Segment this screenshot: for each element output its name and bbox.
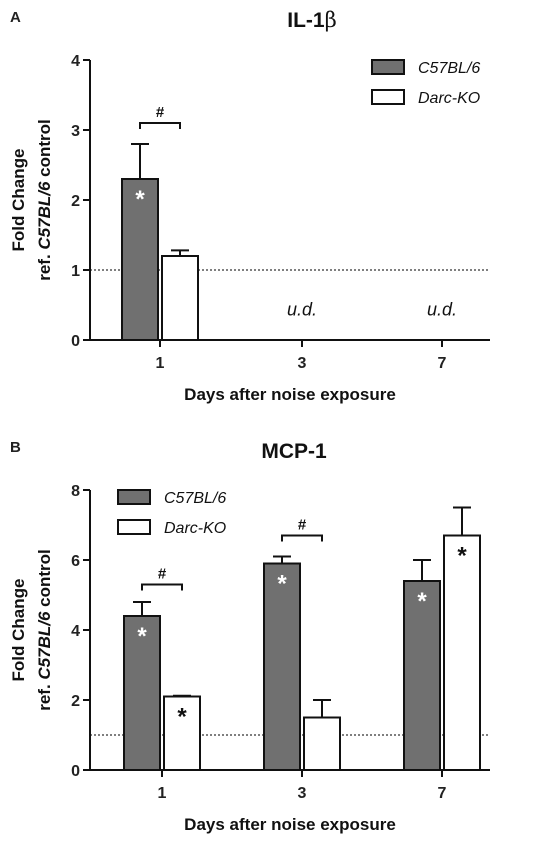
x-tick-label: 7: [438, 355, 447, 372]
bar-c57bl6: [123, 615, 161, 771]
legend-swatch: [371, 59, 405, 75]
significance-star: *: [277, 571, 287, 598]
x-tick-label: 3: [298, 355, 307, 372]
significance-bracket: [139, 122, 181, 129]
y-tick-label: 3: [71, 123, 80, 140]
legend-label: Darc-KO: [164, 520, 226, 537]
y-axis-label-suffix: control: [35, 549, 54, 611]
x-tick-label: 3: [298, 785, 307, 802]
significance-bracket: [141, 583, 183, 591]
y-tick-label: 0: [71, 333, 80, 350]
significance-star: *: [137, 623, 147, 650]
bar-darc-ko: [163, 695, 201, 771]
y-axis-label-strain: C57BL/6: [35, 181, 54, 250]
y-axis-label-prefix: ref.: [35, 250, 54, 281]
y-tick-label: 6: [71, 553, 80, 570]
chart-title-main: IL-1: [287, 9, 325, 32]
x-axis-label: Days after noise exposure: [184, 385, 396, 404]
y-tick-label: 0: [71, 763, 80, 780]
legend: C57BL/6 Darc-KO: [117, 489, 226, 537]
legend: C57BL/6 Darc-KO: [371, 59, 480, 107]
chart-panel-a: A IL-1β Fold Change ref. C57BL/6 control 0 1 2…: [9, 8, 490, 404]
significance-star: *: [457, 543, 467, 570]
not-detected-label: u.d.: [427, 300, 457, 320]
legend-swatch: [371, 89, 405, 105]
x-tick-label: 1: [156, 355, 165, 372]
y-axis-label-line2: ref. C57BL/6 control: [35, 119, 54, 281]
significance-bracket: [281, 534, 323, 542]
significance-star: *: [177, 704, 187, 731]
bar-darc-ko: [161, 255, 199, 341]
bar-darc-ko: [303, 716, 341, 771]
significance-star: *: [135, 186, 145, 213]
bar-c57bl6: [263, 562, 301, 771]
legend-label: C57BL/6: [418, 60, 480, 77]
chart-title-main: MCP-1: [261, 440, 327, 463]
y-axis-label-prefix: ref.: [35, 680, 54, 711]
x-axis-label: Days after noise exposure: [184, 815, 396, 834]
bar-c57bl6: [403, 580, 441, 771]
significance-hash: #: [158, 566, 167, 583]
bar-c57bl6: [121, 178, 159, 341]
x-tick-label: 1: [158, 785, 167, 802]
chart-title: MCP-1: [261, 440, 327, 463]
legend-label: C57BL/6: [164, 490, 226, 507]
significance-star: *: [417, 588, 427, 615]
chart-title-greek: β: [325, 8, 337, 32]
y-axis-label-line2: ref. C57BL/6 control: [35, 549, 54, 711]
y-tick-label: 8: [71, 483, 80, 500]
legend-swatch: [117, 519, 151, 535]
legend-label: Darc-KO: [418, 90, 480, 107]
y-tick-label: 2: [71, 193, 80, 210]
not-detected-label: u.d.: [287, 300, 317, 320]
y-tick-label: 4: [71, 53, 80, 70]
panel-label: A: [10, 9, 21, 26]
y-tick-label: 2: [71, 693, 80, 710]
chart-title: IL-1β: [287, 8, 336, 32]
legend-swatch: [117, 489, 151, 505]
chart-panel-b: B MCP-1 Fold Change ref. C57BL/6 control 0 2 4…: [9, 439, 490, 834]
y-axis-label-line1: Fold Change: [9, 579, 28, 682]
y-axis-label-suffix: control: [35, 119, 54, 181]
significance-hash: #: [156, 104, 165, 121]
panel-label: B: [10, 439, 21, 456]
bar-darc-ko: [443, 534, 481, 771]
y-axis-label-line1: Fold Change: [9, 149, 28, 252]
y-tick-label: 1: [71, 263, 80, 280]
x-tick-label: 7: [438, 785, 447, 802]
y-axis-label-strain: C57BL/6: [35, 611, 54, 680]
y-tick-label: 4: [71, 623, 80, 640]
significance-hash: #: [298, 517, 307, 534]
